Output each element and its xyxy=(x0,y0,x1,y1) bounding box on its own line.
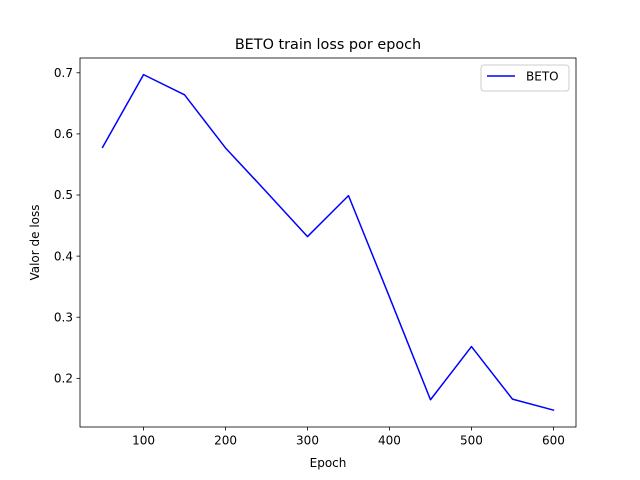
x-axis-label: Epoch xyxy=(310,456,347,470)
y-tick-label: 0.6 xyxy=(54,127,73,141)
x-tick-label: 500 xyxy=(460,434,483,448)
x-tick-label: 400 xyxy=(378,434,401,448)
y-tick-label: 0.2 xyxy=(54,372,73,386)
x-tick-label: 300 xyxy=(296,434,319,448)
x-tick-label: 100 xyxy=(132,434,155,448)
x-tick-label: 200 xyxy=(214,434,237,448)
y-tick-label: 0.7 xyxy=(54,66,73,80)
y-tick-label: 0.4 xyxy=(54,249,73,263)
y-tick-label: 0.3 xyxy=(54,310,73,324)
x-tick-label: 600 xyxy=(542,434,565,448)
legend: BETO xyxy=(480,64,570,92)
y-tick-label: 0.5 xyxy=(54,188,73,202)
series-layer xyxy=(101,73,555,412)
plot-frame xyxy=(79,57,577,428)
plot-area xyxy=(80,58,576,427)
chart-title: BETO train loss por epoch xyxy=(235,37,421,53)
legend-label-beto: BETO xyxy=(526,70,559,84)
legend-box xyxy=(480,64,570,92)
y-axis-label: Valor de loss xyxy=(28,204,42,280)
series-line-beto xyxy=(101,73,555,412)
x-axis-ticks: 100 200 300 400 500 600 xyxy=(132,427,565,448)
y-axis-ticks: 0.2 0.3 0.4 0.5 0.6 0.7 xyxy=(54,66,80,386)
